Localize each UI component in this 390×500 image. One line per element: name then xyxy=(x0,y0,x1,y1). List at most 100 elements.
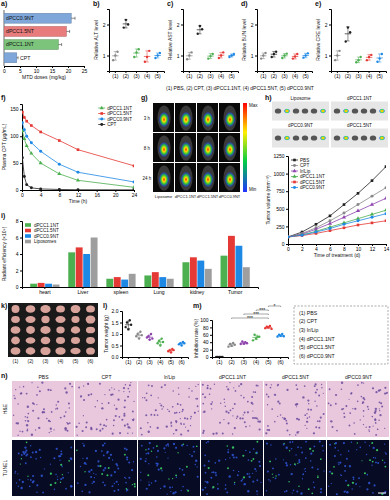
cell xyxy=(256,479,258,481)
error-bar xyxy=(71,17,75,20)
cell xyxy=(55,474,57,476)
cell xyxy=(193,446,195,448)
cell xyxy=(114,483,115,484)
cell xyxy=(357,384,359,386)
cell xyxy=(70,447,72,449)
cell xyxy=(223,419,224,420)
tick: 0 xyxy=(16,284,22,290)
data-point xyxy=(371,222,374,225)
cell xyxy=(309,416,311,418)
cell xyxy=(32,475,34,477)
mean-line xyxy=(277,335,284,336)
bar-label: dPCC1.1NT xyxy=(6,41,35,47)
fluorescence xyxy=(225,172,236,188)
tick-label: 25 xyxy=(82,68,88,74)
tick-mark xyxy=(255,56,257,57)
cell xyxy=(260,482,261,483)
axis-line xyxy=(286,157,289,245)
background xyxy=(0,0,390,500)
cell xyxy=(125,384,126,385)
cell xyxy=(60,464,62,466)
tick-label: Lung xyxy=(153,289,164,295)
cell xyxy=(133,401,134,402)
row-label: H&E xyxy=(2,403,8,414)
legend-label: dPCC1.1NT xyxy=(300,174,325,179)
error-bar xyxy=(114,51,117,60)
cell xyxy=(286,464,288,466)
cell xyxy=(114,471,116,473)
axis-line xyxy=(23,288,259,290)
cell xyxy=(371,465,372,466)
cell xyxy=(225,459,226,460)
cell xyxy=(142,397,143,398)
fluorescence xyxy=(159,172,170,188)
cell xyxy=(193,451,195,453)
cell xyxy=(375,462,377,464)
legend-swatch xyxy=(98,124,105,125)
cell xyxy=(319,440,321,442)
cell xyxy=(19,386,20,387)
cell xyxy=(283,443,285,445)
tick: 16 xyxy=(94,190,100,198)
cell xyxy=(300,447,302,449)
cell xyxy=(384,393,386,395)
mouse xyxy=(179,135,192,160)
cell xyxy=(296,491,298,493)
legend-marker xyxy=(100,106,104,109)
data-point xyxy=(370,212,374,215)
tumor xyxy=(26,326,35,334)
cell xyxy=(374,419,376,421)
cell xyxy=(26,393,28,395)
legend-swatch xyxy=(25,223,31,227)
tick: (5) xyxy=(168,357,174,365)
legend-swatch xyxy=(291,165,298,166)
cell xyxy=(183,443,185,445)
cell xyxy=(17,422,19,424)
cell xyxy=(311,493,313,495)
cell xyxy=(127,426,129,428)
cell xyxy=(50,428,52,430)
cell xyxy=(25,416,26,417)
micrograph xyxy=(327,381,389,437)
cell xyxy=(251,396,253,398)
cell xyxy=(169,486,171,488)
cell xyxy=(245,426,247,428)
cell xyxy=(181,490,182,491)
cell xyxy=(37,417,39,419)
cell xyxy=(24,446,26,448)
cell xyxy=(145,399,147,401)
cell xyxy=(187,430,189,432)
tick-label: 20 xyxy=(113,192,119,198)
cell xyxy=(41,475,43,477)
image-cell xyxy=(272,102,329,121)
tick-label: 6 xyxy=(16,235,19,241)
tick-label: (5) xyxy=(168,359,174,365)
cell xyxy=(77,482,79,484)
cell xyxy=(176,477,178,479)
tick-label: 20 xyxy=(66,68,72,74)
cell xyxy=(148,448,150,450)
error-bar xyxy=(124,20,127,28)
tick-label: 1 xyxy=(251,53,254,59)
cell xyxy=(369,459,371,461)
y-axis-title: Relative BUN level xyxy=(241,19,247,61)
tick-label: 1.0 xyxy=(112,331,119,337)
organ xyxy=(311,108,317,113)
data-point xyxy=(385,165,386,168)
cell xyxy=(180,433,182,435)
cell xyxy=(322,445,324,447)
bar xyxy=(228,236,235,287)
cell xyxy=(88,470,90,472)
tick-mark xyxy=(20,271,22,272)
organ xyxy=(311,135,317,140)
cell xyxy=(94,406,96,408)
cell xyxy=(19,479,21,481)
cell xyxy=(331,483,332,484)
cell xyxy=(17,435,18,436)
legend-label: PBS xyxy=(300,158,309,163)
tick-mark xyxy=(181,56,183,57)
bar xyxy=(45,284,52,287)
cell xyxy=(368,408,370,410)
tick-label: spleen xyxy=(114,289,129,295)
cell xyxy=(181,411,182,412)
